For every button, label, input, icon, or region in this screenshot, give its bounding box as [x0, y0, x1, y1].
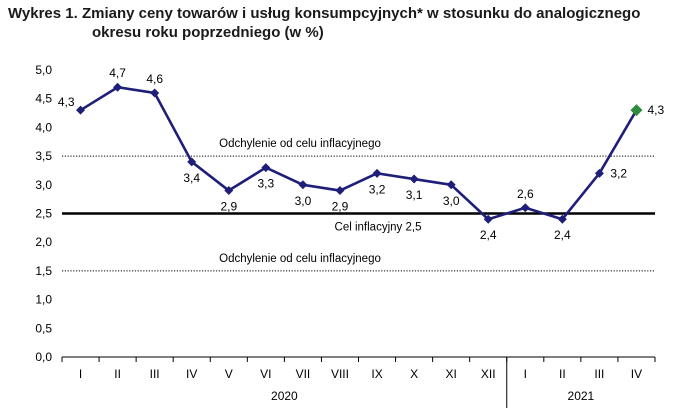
- x-tick-label: I: [79, 367, 82, 381]
- data-label: 4,3: [647, 103, 664, 117]
- chart-title-line-1: Wykres 1. Zmiany ceny towarów i usług ko…: [8, 5, 641, 22]
- data-label: 4,7: [109, 66, 126, 80]
- data-point: [557, 214, 567, 224]
- data-label: 3,2: [610, 166, 627, 180]
- highlighted-data-point: [630, 104, 643, 117]
- series: [76, 82, 643, 224]
- y-tick-label: 0,5: [35, 321, 52, 335]
- x-group-label: 2021: [568, 389, 595, 403]
- data-labels: 4,3 4,7 4,6 3,4 2,9 3,3 3,0 2,9 3,2 3,1 3,0 2,4 2,6 2…: [58, 66, 665, 242]
- data-point: [113, 82, 123, 92]
- deviation-line-label: Odchylenie od celu inflacyjnego: [219, 253, 381, 265]
- y-tick-label: 2,0: [35, 235, 52, 249]
- data-point: [335, 186, 345, 196]
- target-line-label: Cel inflacyjny 2,5: [335, 222, 422, 234]
- x-tick-label: VI: [260, 367, 271, 381]
- y-tick-label: 3,5: [35, 149, 52, 163]
- data-point: [409, 174, 419, 184]
- data-point: [187, 157, 197, 167]
- data-point: [224, 186, 234, 196]
- data-label: 3,0: [295, 194, 312, 208]
- x-tick-label: XII: [481, 367, 496, 381]
- chart-title-line-2: okresu roku poprzedniego (w %): [92, 24, 324, 41]
- y-tick-label: 2,5: [35, 207, 52, 221]
- data-label: 4,3: [58, 95, 75, 109]
- y-tick-label: 4,0: [35, 120, 52, 134]
- x-tick-label: II: [114, 367, 121, 381]
- x-group-label: 2020: [271, 389, 298, 403]
- reference-lines: Odchylenie od celu inflacyjnego Cel infla…: [62, 138, 655, 272]
- data-label: 4,6: [146, 72, 163, 86]
- data-label: 2,9: [332, 200, 349, 214]
- x-tick-label: I: [524, 367, 527, 381]
- data-label: 2,9: [220, 200, 237, 214]
- y-tick-label: 0,0: [35, 350, 52, 364]
- data-label: 2,4: [480, 228, 497, 242]
- y-tick-label: 1,5: [35, 264, 52, 278]
- data-point: [261, 163, 271, 173]
- x-tick-label: VIII: [331, 367, 349, 381]
- x-tick-label: V: [225, 367, 233, 381]
- data-point: [298, 180, 308, 190]
- data-label: 3,4: [183, 171, 200, 185]
- data-label: 3,3: [258, 177, 275, 191]
- data-point: [483, 214, 493, 224]
- data-point: [594, 168, 604, 178]
- x-tick-label: VII: [296, 367, 311, 381]
- x-tick-label: XI: [445, 367, 456, 381]
- x-tick-label: II: [559, 367, 566, 381]
- data-point: [446, 180, 456, 190]
- series-line: [79, 85, 638, 221]
- y-tick-label: 4,5: [35, 92, 52, 106]
- x-tick-label: IX: [371, 367, 382, 381]
- x-tick-label: X: [410, 367, 418, 381]
- y-tick-label: 5,0: [35, 63, 52, 77]
- data-label: 2,4: [554, 228, 571, 242]
- x-tick-label: III: [150, 367, 160, 381]
- y-tick-label: 1,0: [35, 293, 52, 307]
- data-label: 3,2: [369, 182, 386, 196]
- deviation-line-label: Odchylenie od celu inflacyjnego: [219, 138, 381, 150]
- data-label: 2,6: [517, 187, 534, 201]
- data-point: [150, 88, 160, 98]
- x-tick-label: IV: [186, 367, 197, 381]
- data-label: 3,0: [443, 194, 460, 208]
- x-tick-label: IV: [631, 367, 642, 381]
- data-point: [372, 168, 382, 178]
- axes: 0,00,51,01,52,02,53,03,54,04,55,0I II III I…: [35, 63, 656, 408]
- data-point: [76, 105, 86, 115]
- data-label: 3,1: [406, 188, 423, 202]
- data-point: [520, 203, 530, 213]
- x-tick-label: III: [594, 367, 604, 381]
- chart-title: Wykres 1. Zmiany ceny towarów i usług ko…: [8, 4, 698, 42]
- y-tick-label: 3,0: [35, 178, 52, 192]
